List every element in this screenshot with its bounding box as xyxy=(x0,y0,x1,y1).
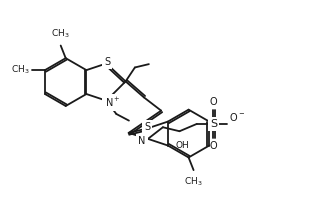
Text: CH$_3$: CH$_3$ xyxy=(184,175,203,188)
Text: O: O xyxy=(209,141,217,151)
Text: S: S xyxy=(210,119,217,129)
Text: CH$_3$: CH$_3$ xyxy=(11,64,30,76)
Text: S: S xyxy=(144,122,150,132)
Text: OH: OH xyxy=(176,141,190,150)
Text: N: N xyxy=(138,136,146,146)
Text: CH$_3$: CH$_3$ xyxy=(51,28,70,40)
Text: O: O xyxy=(209,97,217,107)
Text: S: S xyxy=(104,57,110,67)
Text: O$^-$: O$^-$ xyxy=(229,111,245,123)
Text: N$^+$: N$^+$ xyxy=(105,96,120,109)
